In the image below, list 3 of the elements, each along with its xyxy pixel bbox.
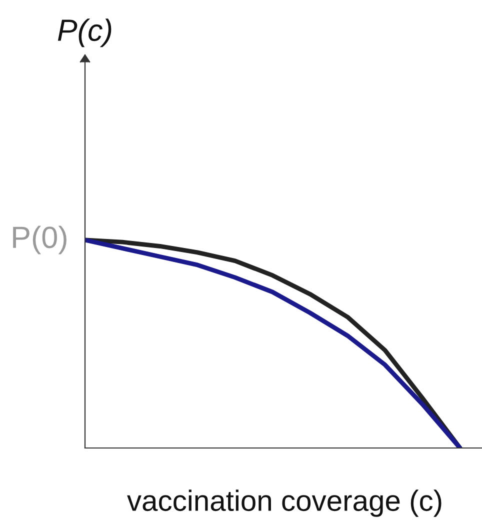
text: P(c) [58, 18, 112, 48]
x-axis-title: vaccination coverage (c) [127, 490, 442, 517]
text: P(0) [13, 226, 66, 254]
